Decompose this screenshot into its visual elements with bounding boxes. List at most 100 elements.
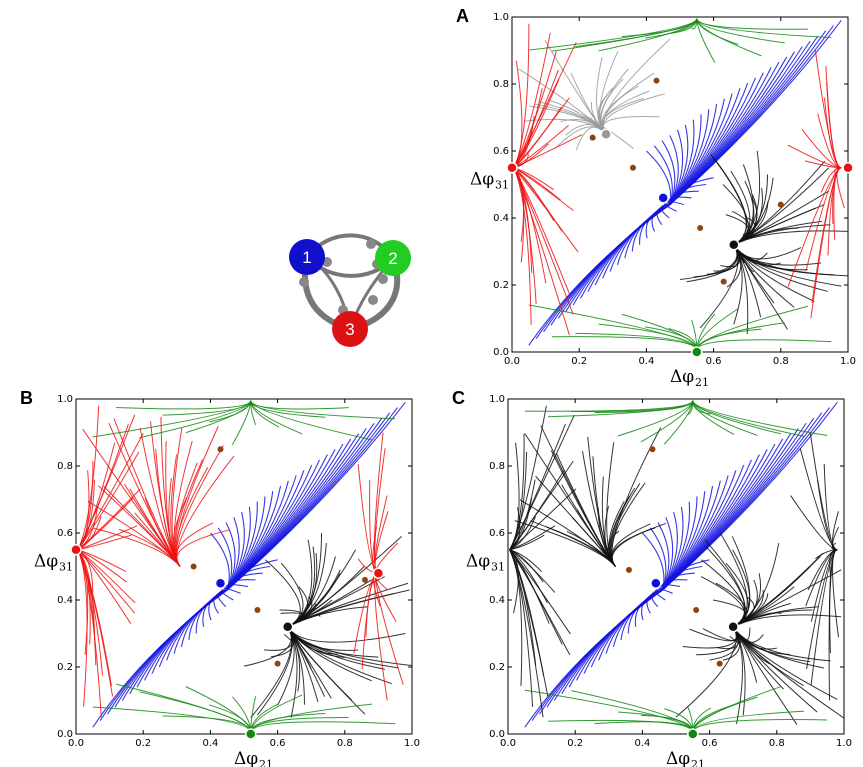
trajectory-blue — [662, 496, 698, 591]
trajectory-blue — [651, 589, 663, 608]
x-tick-label: 0.0 — [68, 738, 84, 749]
node-1 — [289, 239, 325, 275]
saddle-point — [716, 660, 723, 667]
x-tick-label: 0.8 — [773, 356, 789, 367]
trajectory-green-top — [640, 400, 694, 443]
y-tick-label: 0.8 — [489, 461, 505, 472]
network-diagram: 1 2 3 — [289, 233, 411, 347]
y-tick-label: 1.0 — [489, 394, 505, 405]
saddle-point — [697, 225, 704, 232]
saddle-point — [653, 77, 660, 84]
stable-point — [600, 128, 612, 140]
saddle-point — [190, 563, 197, 570]
trajectory-blue — [657, 587, 673, 594]
trajectory-blue — [195, 589, 228, 634]
stable-point — [842, 162, 854, 174]
x-tick-label: 0.4 — [634, 738, 650, 749]
trajectory-right — [829, 549, 838, 654]
trajectory-upper — [519, 499, 616, 567]
trajectory-left — [509, 534, 545, 551]
trajectory-upper — [601, 90, 650, 135]
saddle-point — [589, 134, 596, 141]
trajectory-green-top — [696, 18, 832, 39]
x-axis-subscript: 21 — [259, 758, 273, 767]
node-1-label: 1 — [302, 248, 311, 267]
trajectory-green-bottom — [692, 696, 758, 733]
trajectory-green-top — [528, 18, 698, 51]
trajectory-blue — [572, 204, 671, 306]
x-tick-label: 0.2 — [567, 738, 583, 749]
trajectory-upper — [610, 523, 651, 567]
trajectory-left — [77, 549, 102, 718]
trajectory-black — [287, 535, 402, 628]
x-tick-label: 1.0 — [840, 356, 856, 367]
trajectory-right — [836, 167, 845, 209]
trajectory-green-top — [692, 400, 805, 437]
y-tick-label: 0.2 — [493, 280, 509, 291]
trajectory-left — [77, 405, 100, 550]
stable-point — [728, 239, 740, 251]
x-axis-subscript: 21 — [691, 758, 705, 767]
y-tick-label: 0.0 — [493, 347, 509, 358]
trajectory-blue — [590, 589, 663, 668]
x-tick-label: 1.0 — [836, 738, 852, 749]
trajectory-green-bottom — [696, 322, 785, 351]
stable-point — [70, 544, 82, 556]
trajectory-black — [713, 157, 748, 246]
node-3 — [332, 311, 368, 347]
panel-letter: A — [456, 6, 469, 26]
y-axis-subscript: 31 — [491, 561, 505, 574]
trajectory-green-top — [598, 18, 698, 52]
trajectory-black — [732, 626, 844, 719]
panel-letter: C — [452, 388, 465, 408]
x-tick-label: 0.2 — [571, 356, 587, 367]
synapse-knob — [378, 274, 388, 284]
trajectory-right — [832, 549, 840, 638]
panel-B: 0.0 0.2 0.4 0.6 0.8 1.00.00.20.40.60.81.0Δφ 21… — [20, 388, 420, 767]
x-tick-label: 0.6 — [702, 738, 718, 749]
trajectory-right — [809, 432, 838, 551]
trajectory-black — [733, 244, 848, 277]
y-axis-subscript: 31 — [495, 179, 509, 192]
trajectory-green-bottom — [552, 336, 698, 351]
trajectory-right — [810, 549, 838, 685]
x-axis-subscript: 21 — [695, 376, 709, 389]
saddle-point — [625, 566, 632, 573]
x-tick-label: 1.0 — [404, 738, 420, 749]
trajectory-left — [509, 549, 571, 656]
trajectory-blue — [226, 402, 406, 591]
trajectory-blue — [221, 589, 234, 601]
y-axis-label: Δφ — [34, 552, 58, 572]
trajectory-black — [287, 549, 357, 628]
x-axis-label: Δφ — [234, 749, 258, 767]
trajectory-green-top — [250, 400, 373, 441]
saddle-point — [693, 607, 700, 614]
stable-point — [372, 567, 385, 579]
trajectory-blue — [121, 589, 228, 701]
trajectory-black — [287, 532, 323, 628]
saddle-point — [361, 576, 368, 583]
trajectory-blue — [217, 589, 228, 608]
trajectory-black — [250, 626, 293, 718]
x-tick-label: 0.8 — [769, 738, 785, 749]
trajectory-right — [823, 97, 842, 169]
trajectory-blue — [654, 589, 666, 601]
trajectory-blue — [664, 203, 677, 212]
plot-frame — [507, 398, 845, 735]
trajectory-green-top — [692, 400, 828, 436]
trajectory-black — [265, 559, 301, 628]
node-2 — [375, 240, 411, 276]
y-axis-label: Δφ — [466, 552, 490, 572]
saddle-point — [629, 164, 636, 171]
trajectory-black — [287, 626, 332, 699]
trajectories — [77, 400, 412, 733]
trajectory-black — [710, 154, 747, 246]
trajectory-blue — [180, 589, 228, 647]
y-tick-label: 0.8 — [493, 79, 509, 90]
y-tick-label: 0.4 — [489, 595, 505, 606]
y-tick-label: 0.6 — [489, 528, 505, 539]
trajectory-black — [733, 244, 815, 302]
trajectory-right — [832, 511, 839, 551]
trajectory-upper — [176, 455, 235, 567]
